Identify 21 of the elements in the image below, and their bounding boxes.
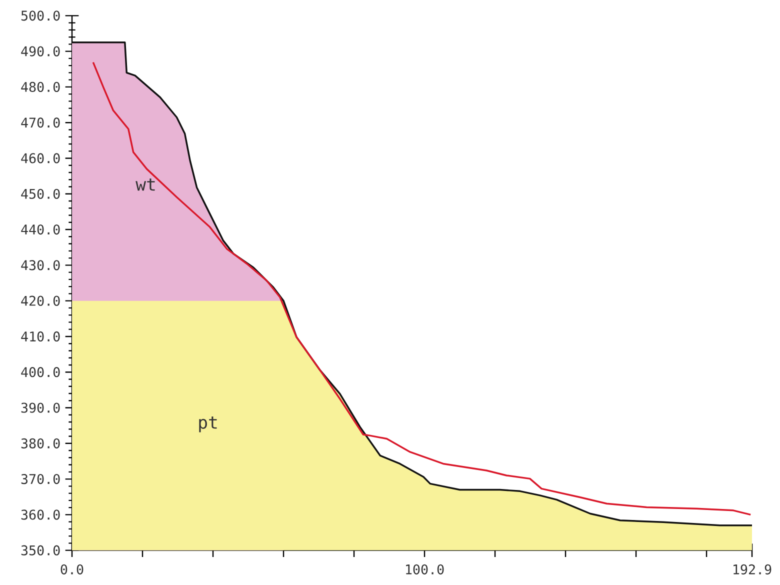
series-label: wt	[136, 178, 155, 191]
y-tick-label: 410.0	[21, 331, 60, 342]
y-tick-label: 480.0	[21, 82, 60, 92]
y-tick-label: 360.0	[21, 510, 60, 520]
y-tick-label: 350.0	[21, 545, 60, 556]
series-label: pt	[199, 416, 217, 432]
y-tick-label: 450.0	[21, 188, 60, 199]
y-tick-label: 400.0	[21, 367, 60, 378]
y-tick-label: 460.0	[21, 153, 60, 164]
y-tick-label: 390.0	[21, 402, 60, 413]
y-tick-label: 370.0	[21, 474, 60, 484]
y-tick-label: 490.0	[21, 46, 60, 56]
x-tick-label: 192.9	[734, 564, 772, 574]
y-tick-label: 430.0	[21, 260, 60, 270]
y-tick-label: 420.0	[21, 296, 60, 306]
y-tick-label: 380.0	[21, 438, 60, 448]
y-tick-label: 500.0	[21, 10, 60, 21]
y-tick-label: 440.0	[21, 224, 60, 235]
y-tick-label: 470.0	[21, 118, 60, 128]
x-tick-label: 0.0	[60, 564, 84, 574]
x-tick-label: 100.0	[406, 564, 444, 574]
